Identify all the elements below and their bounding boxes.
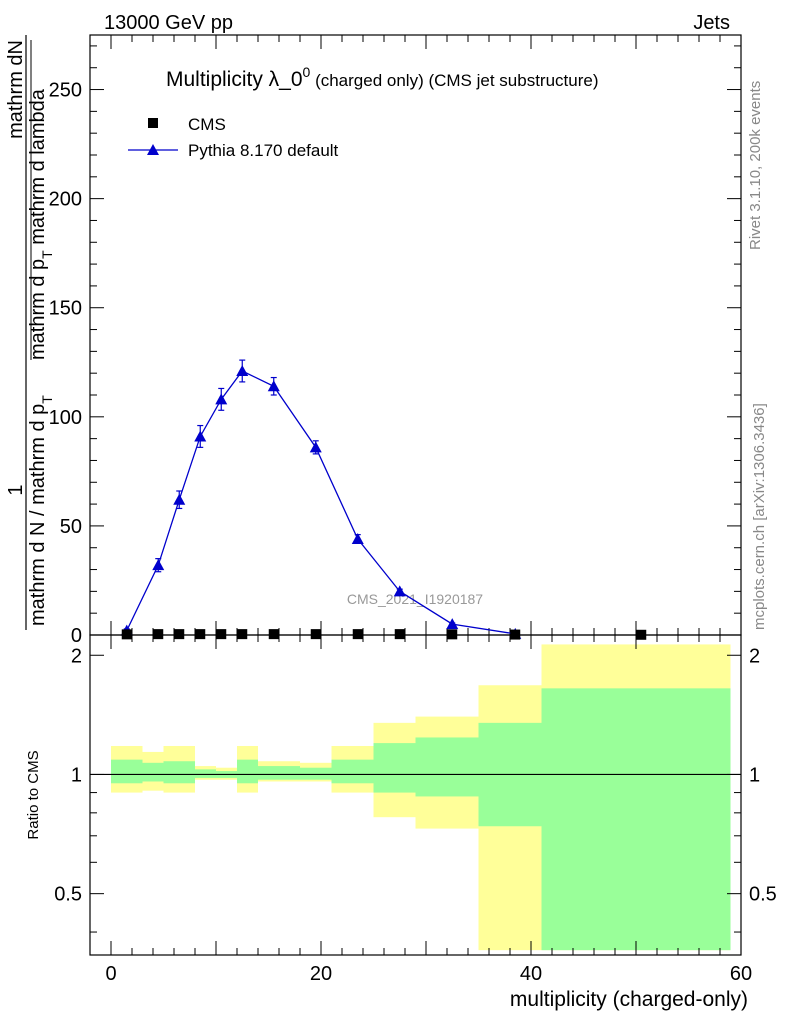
x-tick-label: 40	[520, 963, 542, 985]
mc-point	[267, 380, 280, 392]
main-y-tick-label: 150	[49, 298, 82, 320]
title-rest: (charged only) (CMS jet substructure)	[310, 71, 598, 90]
mc-point	[446, 618, 459, 630]
ratio-band-inner	[415, 737, 479, 797]
ylabel-line2-a: mathrm d p	[27, 259, 49, 360]
ylabel-numerator: 1	[5, 484, 27, 495]
mc-point	[194, 430, 207, 442]
main-y-tick-label: 250	[49, 80, 82, 102]
watermark: CMS_2021_I1920187	[347, 591, 483, 607]
mc-line	[126, 370, 516, 635]
cms-point	[237, 629, 248, 640]
chart-title: Multiplicity λ_00 (charged only) (CMS je…	[166, 64, 599, 91]
ratio-y-label: Ratio to CMS	[25, 750, 42, 839]
mc-point	[351, 533, 364, 544]
ratio-frame	[89, 634, 742, 956]
ylabel-line2-rest: mathrm d lambda	[27, 88, 49, 250]
mc-point	[236, 365, 249, 376]
x-tick-label: 60	[730, 963, 752, 985]
cms-point	[174, 629, 185, 640]
cms-point	[195, 629, 206, 640]
mcplots-label: mcplots.cern.ch [arXiv:1306.3436]	[751, 403, 768, 630]
mc-point	[309, 441, 322, 453]
ratio-band-inner	[331, 759, 374, 784]
main-y-tick-labels: 0 50 100 150 200 250	[49, 80, 82, 647]
ylabel-den-a: mathrm d N / mathrm d p	[27, 404, 49, 626]
cms-point	[216, 629, 227, 640]
mc-point	[393, 585, 406, 597]
cms-point	[447, 629, 458, 640]
mc-point	[215, 393, 228, 405]
ratio-y-tick-label-right: 0.5	[749, 884, 777, 906]
ratio-y-tick-label-left: 0.5	[54, 884, 82, 906]
cms-point	[153, 629, 164, 640]
ylabel-line1: mathrm dN	[5, 40, 27, 139]
ratio-band-inner	[541, 688, 731, 951]
legend-cms-label: CMS	[188, 115, 226, 134]
title-main: Multiplicity λ_0	[166, 68, 303, 91]
ratio-y-tick-label-right: 2	[749, 645, 760, 667]
x-tick-label: 20	[310, 963, 332, 985]
legend-mc-label: Pythia 8.170 default	[188, 141, 339, 160]
ratio-band-inner	[163, 761, 195, 784]
ylabel-den-sub: T	[39, 395, 55, 404]
x-tick-label: 0	[105, 963, 116, 985]
x-axis-label: multiplicity (charged-only)	[510, 988, 748, 1011]
legend-cms-marker	[148, 118, 158, 128]
ylabel-line2: mathrm d pT mathrm d lambda	[27, 88, 55, 360]
main-y-tick-label: 200	[49, 189, 82, 211]
ratio-band-inner	[373, 743, 416, 793]
main-y-tick-label: 0	[71, 625, 82, 647]
ylabel-denominator: mathrm d N / mathrm d pT	[27, 395, 55, 626]
ratio-band-inner	[195, 769, 216, 778]
ratio-y-tick-label-right: 1	[749, 764, 760, 786]
rivet-label: Rivet 3.1.10, 200k events	[747, 81, 764, 250]
cms-point	[268, 629, 279, 640]
ratio-band-inner	[142, 762, 164, 782]
ratio-y-tick-label-left: 2	[71, 645, 82, 667]
cms-point	[121, 629, 132, 640]
main-y-tick-label: 100	[49, 407, 82, 429]
ratio-band-inner	[258, 766, 300, 780]
ratio-band-inner	[237, 759, 258, 784]
main-y-tick-label: 50	[60, 516, 82, 538]
ylabel-line2-sub: T	[39, 250, 55, 259]
main-y-label: 1 mathrm d N / mathrm d pT mathrm dN mat…	[5, 35, 55, 630]
ratio-bands	[90, 644, 741, 951]
cms-point	[394, 629, 405, 640]
mc-point	[152, 559, 165, 571]
header-left: 13000 GeV pp	[104, 12, 233, 34]
legend-mc-marker	[147, 144, 159, 155]
ratio-band-inner	[300, 767, 332, 780]
ratio-y-tick-label-left: 1	[71, 764, 82, 786]
ratio-x-tick-labels: 0 20 40 60	[105, 963, 752, 985]
ratio-y-tick-labels: 0.5 0.5 1 1 2 2	[54, 645, 777, 905]
cms-point	[352, 629, 363, 640]
title-sup: 0	[303, 64, 311, 80]
ratio-plot: 0.5 0.5 1 1 2 2 0 20 40 60 Ratio to CMS multipli…	[25, 634, 777, 1011]
cms-point	[310, 629, 321, 640]
ratio-band-inner	[111, 759, 143, 784]
header-right: Jets	[693, 12, 730, 34]
mc-point	[173, 493, 186, 505]
